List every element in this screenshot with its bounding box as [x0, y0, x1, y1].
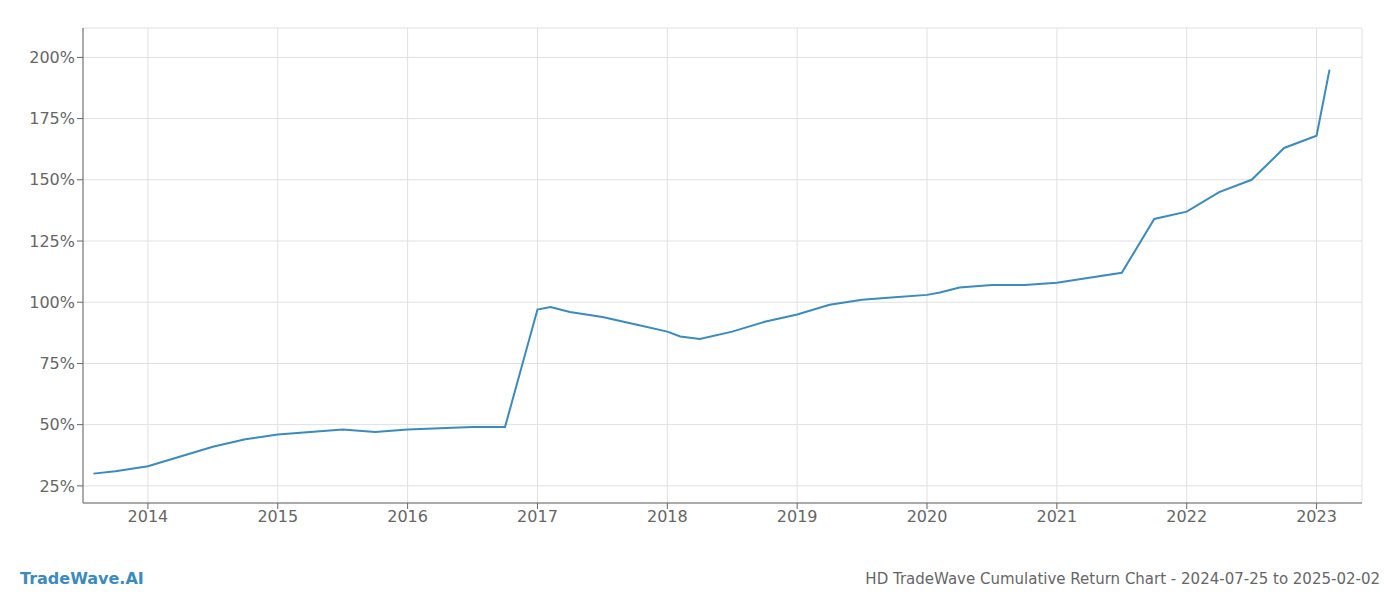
svg-text:2014: 2014: [128, 507, 169, 526]
svg-text:2015: 2015: [257, 507, 298, 526]
svg-text:100%: 100%: [29, 293, 75, 312]
svg-text:125%: 125%: [29, 232, 75, 251]
svg-text:2016: 2016: [387, 507, 428, 526]
svg-text:50%: 50%: [39, 415, 75, 434]
svg-text:2019: 2019: [777, 507, 818, 526]
svg-text:2022: 2022: [1166, 507, 1207, 526]
svg-text:2020: 2020: [907, 507, 948, 526]
svg-text:2018: 2018: [647, 507, 688, 526]
svg-text:175%: 175%: [29, 109, 75, 128]
html-text:HD TradeWave Cumulative Return: HD TradeWave Cumulative Return Chart - 2…: [865, 570, 1380, 588]
svg-text:75%: 75%: [39, 354, 75, 373]
svg-text:200%: 200%: [29, 48, 75, 67]
svg-text:2023: 2023: [1296, 507, 1337, 526]
html-text:TradeWave.AI: TradeWave.AI: [20, 569, 144, 588]
svg-text:150%: 150%: [29, 170, 75, 189]
svg-text:2021: 2021: [1036, 507, 1077, 526]
svg-text:25%: 25%: [39, 477, 75, 496]
svg-text:2017: 2017: [517, 507, 558, 526]
